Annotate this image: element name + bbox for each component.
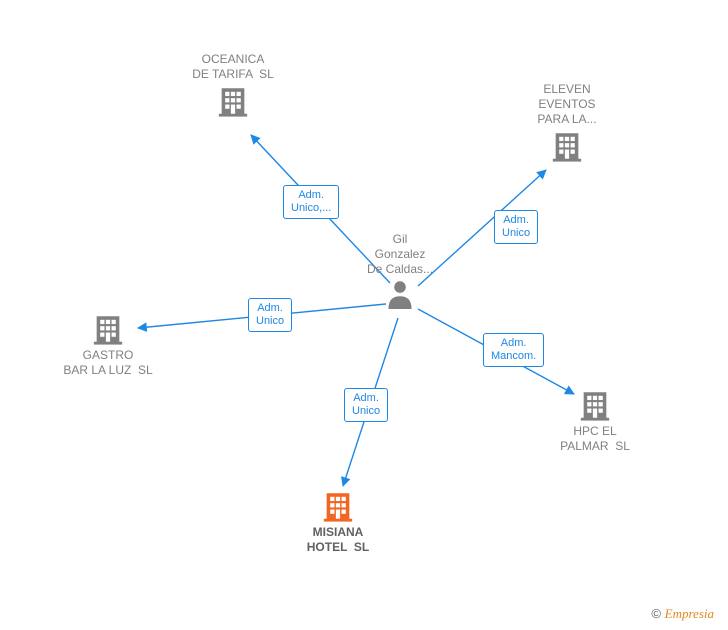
center-person-label: Gil Gonzalez De Caldas... xyxy=(355,232,445,277)
edge-label-gastro: Adm. Unico xyxy=(248,298,292,332)
company-node-eleven[interactable]: ELEVEN EVENTOS PARA LA... xyxy=(497,82,637,165)
building-icon xyxy=(525,388,665,422)
company-label-misiana: MISIANA HOTEL SL xyxy=(268,525,408,555)
edge-label-oceanica: Adm. Unico,... xyxy=(283,185,339,219)
copyright-symbol: © xyxy=(651,606,661,621)
footer-copyright: © Empresia xyxy=(651,606,714,622)
building-icon xyxy=(38,312,178,346)
diagram-canvas: Gil Gonzalez De Caldas... OCEANICA DE TA… xyxy=(0,0,728,630)
edge-label-eleven: Adm. Unico xyxy=(494,210,538,244)
center-person-node[interactable]: Gil Gonzalez De Caldas... xyxy=(355,232,445,311)
building-icon xyxy=(163,84,303,118)
company-node-misiana[interactable]: MISIANA HOTEL SL xyxy=(268,487,408,555)
company-node-hpc[interactable]: HPC EL PALMAR SL xyxy=(525,386,665,454)
company-node-gastro[interactable]: GASTRO BAR LA LUZ SL xyxy=(38,310,178,378)
edge-label-hpc: Adm. Mancom. xyxy=(483,333,544,367)
brand-name: Empresia xyxy=(665,606,714,621)
building-icon xyxy=(268,489,408,523)
company-label-eleven: ELEVEN EVENTOS PARA LA... xyxy=(497,82,637,127)
company-label-oceanica: OCEANICA DE TARIFA SL xyxy=(163,52,303,82)
company-node-oceanica[interactable]: OCEANICA DE TARIFA SL xyxy=(163,52,303,120)
person-icon xyxy=(355,279,445,309)
company-label-hpc: HPC EL PALMAR SL xyxy=(525,424,665,454)
building-icon xyxy=(497,129,637,163)
edge-label-misiana: Adm. Unico xyxy=(344,388,388,422)
company-label-gastro: GASTRO BAR LA LUZ SL xyxy=(38,348,178,378)
